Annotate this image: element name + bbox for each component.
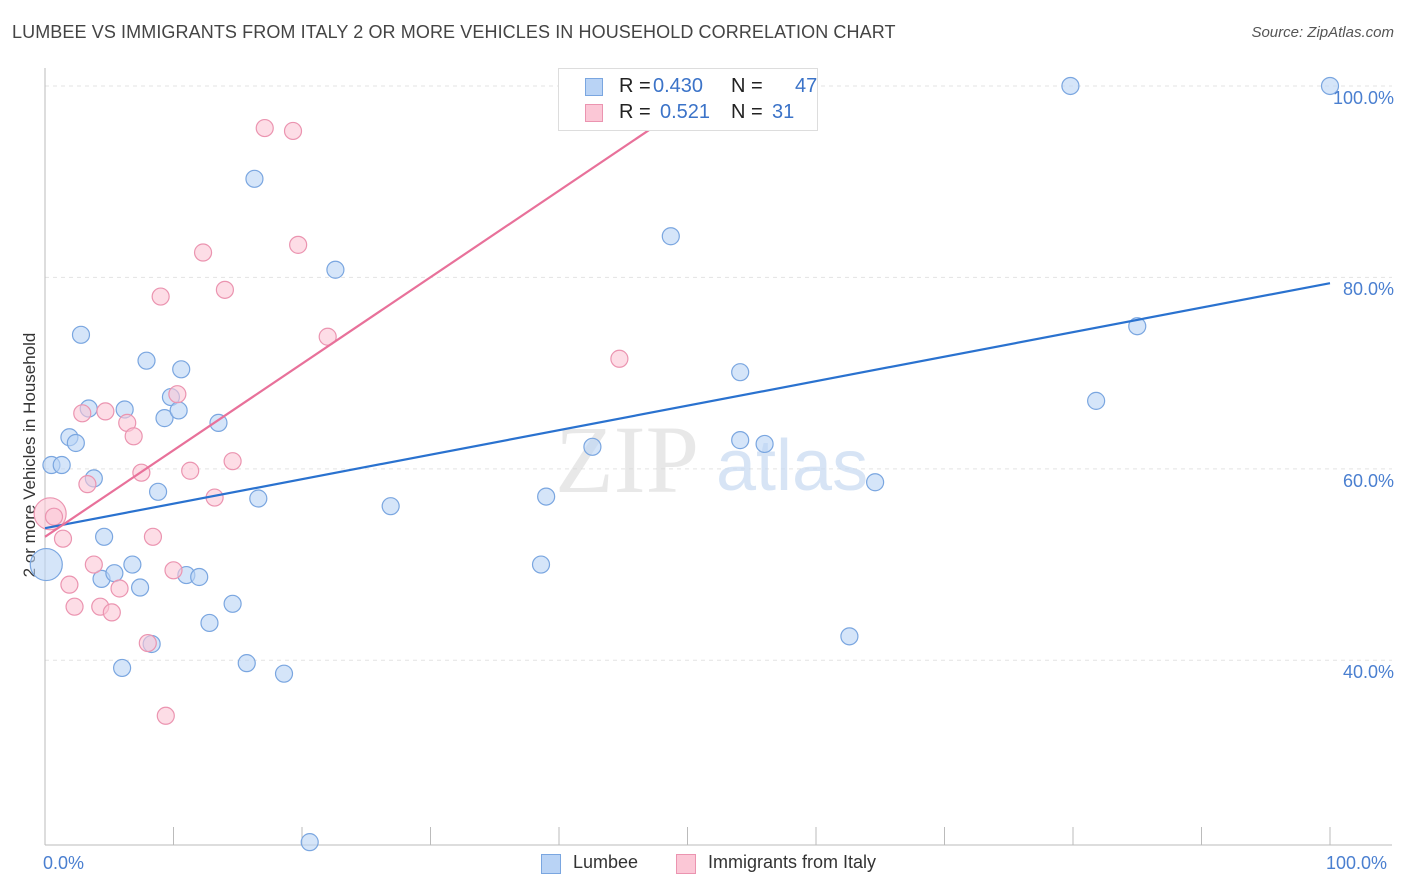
lumbee-point [200,613,219,633]
r-label: R = [619,101,651,123]
lumbee-point [274,664,294,683]
lumbee-point [155,409,174,428]
italy-point [138,633,157,653]
legend-label-italy: Immigrants from Italy [708,852,877,872]
italy-point [78,475,97,494]
lumbee-point [866,473,885,492]
lumbee-point [112,658,132,678]
italy-point [151,287,170,306]
lumbee-point [169,401,188,420]
lumbee-point [52,455,71,475]
italy-point [283,121,303,141]
x-tick-label-max: 100.0% [1326,853,1388,873]
lumbee-point [326,260,345,279]
italy-point [102,603,121,622]
lumbee-point [249,489,268,508]
gridlines [45,85,1392,661]
lumbee-trend-line [44,282,1331,530]
italy-point [168,385,187,404]
italy-point [60,575,79,594]
lumbee-point [731,431,750,450]
lumbee-point [148,482,168,501]
italy-point [255,118,274,138]
lumbee-point [531,555,551,574]
lumbee-point [29,547,63,582]
italy-legend-swatch [676,854,696,874]
lumbee-point [840,627,859,646]
watermark-zip: ZIP [555,406,699,513]
lumbee-point [755,434,774,454]
lumbee-point [245,169,264,188]
lumbee-point [1128,317,1147,336]
lumbee-point [130,578,150,597]
italy-point [610,349,629,368]
lumbee-point [1061,76,1080,96]
lumbee-point [237,654,256,673]
n-value: 31 [772,101,795,123]
lumbee-point [300,833,319,852]
x-tick-label-min: 0.0% [43,853,85,873]
lumbee-point [537,487,556,506]
lumbee-point [137,351,156,370]
italy-point [73,404,92,423]
italy-point [124,427,143,446]
italy-point [84,555,103,574]
lumbee-point [1087,391,1106,410]
y-tick-label: 40.0% [1342,662,1394,683]
y-tick-label: 60.0% [1342,470,1394,491]
lumbee-point [66,433,85,453]
lumbee-point [71,325,91,344]
italy-trend-line [44,103,689,538]
italy-point [215,280,234,299]
italy-point [53,529,73,548]
legend-label-lumbee: Lumbee [573,852,639,872]
source-label: Source: ZipAtlas.com [1251,24,1394,41]
lumbee-point [105,564,124,583]
n-label: N = [731,101,763,123]
r-value: 0.430 [653,75,704,97]
r-value: 0.521 [660,101,711,123]
italy-swatch [585,104,603,122]
lumbee-point [661,227,680,246]
n-label: N = [731,75,763,97]
italy-point [44,507,64,526]
lumbee-point [95,527,114,546]
italy-point [223,452,242,471]
watermark: ZIP atlas [555,406,868,513]
lumbee-legend-swatch [541,854,561,874]
lumbee-point [583,437,602,456]
lumbee-point [731,363,750,382]
y-tick-label: 80.0% [1342,279,1394,300]
lumbee-point [223,594,242,613]
italy-point [65,597,84,616]
lumbee-point [190,567,209,587]
axes [44,68,1392,846]
lumbee-point [123,555,142,574]
r-label: R = [619,75,651,97]
italy-point [289,235,308,254]
stats-legend: R = 0.430 N = 47 R = 0.521 N = 31 [558,68,818,131]
italy-point [193,243,213,262]
italy-point [156,706,175,725]
lumbee-point [172,360,191,379]
lumbee-point [1320,76,1340,96]
italy-point [143,527,163,546]
lumbee-point [209,413,228,432]
trend-lines [44,103,1331,538]
italy-point [181,461,200,480]
chart-title: LUMBEE VS IMMIGRANTS FROM ITALY 2 OR MOR… [12,22,896,42]
italy-points [33,118,629,725]
italy-point [110,579,129,598]
y-tick-label: 100.0% [1332,87,1394,108]
italy-point [164,561,183,580]
lumbee-swatch [585,78,603,96]
lumbee-point [381,497,400,516]
n-value: 47 [795,75,818,97]
italy-point [96,402,115,421]
